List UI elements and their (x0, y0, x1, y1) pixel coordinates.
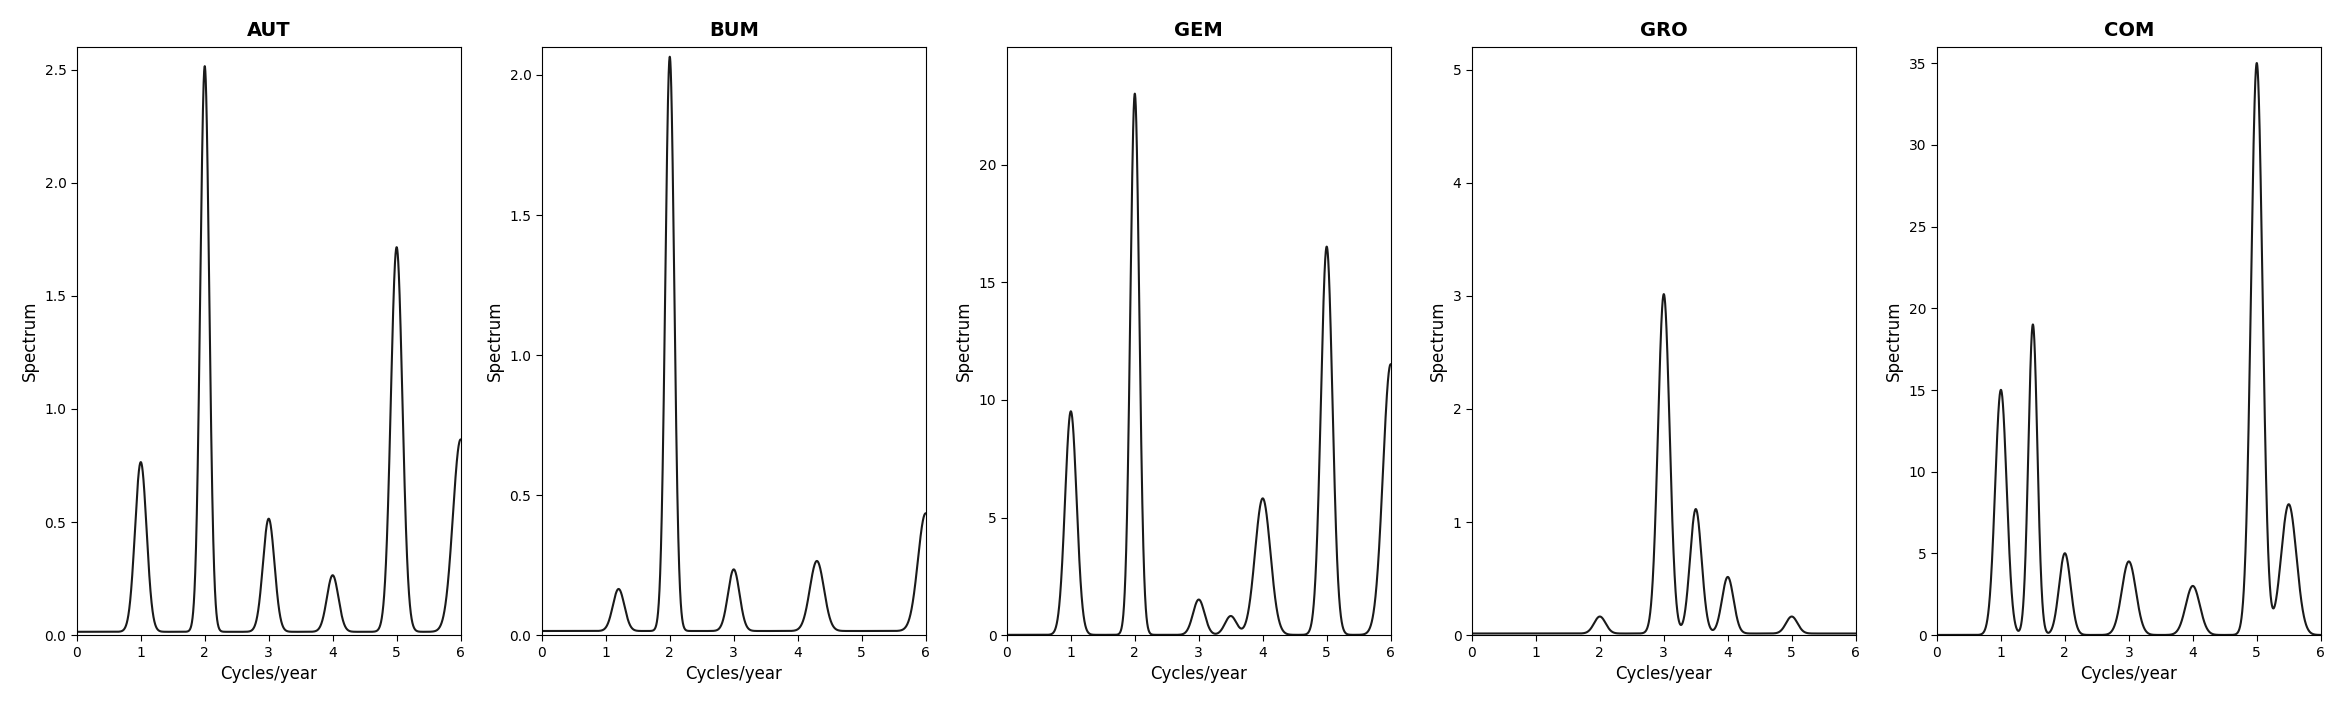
Title: GEM: GEM (1175, 21, 1222, 40)
Y-axis label: Spectrum: Spectrum (1886, 301, 1903, 382)
Y-axis label: Spectrum: Spectrum (955, 301, 974, 382)
Y-axis label: Spectrum: Spectrum (486, 301, 504, 382)
Y-axis label: Spectrum: Spectrum (21, 301, 40, 382)
Y-axis label: Spectrum: Spectrum (1429, 301, 1447, 382)
X-axis label: Cycles/year: Cycles/year (2081, 665, 2177, 683)
Title: BUM: BUM (708, 21, 758, 40)
Title: GRO: GRO (1640, 21, 1687, 40)
Title: AUT: AUT (246, 21, 291, 40)
X-axis label: Cycles/year: Cycles/year (685, 665, 781, 683)
X-axis label: Cycles/year: Cycles/year (1616, 665, 1713, 683)
X-axis label: Cycles/year: Cycles/year (221, 665, 317, 683)
Title: COM: COM (2104, 21, 2154, 40)
X-axis label: Cycles/year: Cycles/year (1150, 665, 1248, 683)
